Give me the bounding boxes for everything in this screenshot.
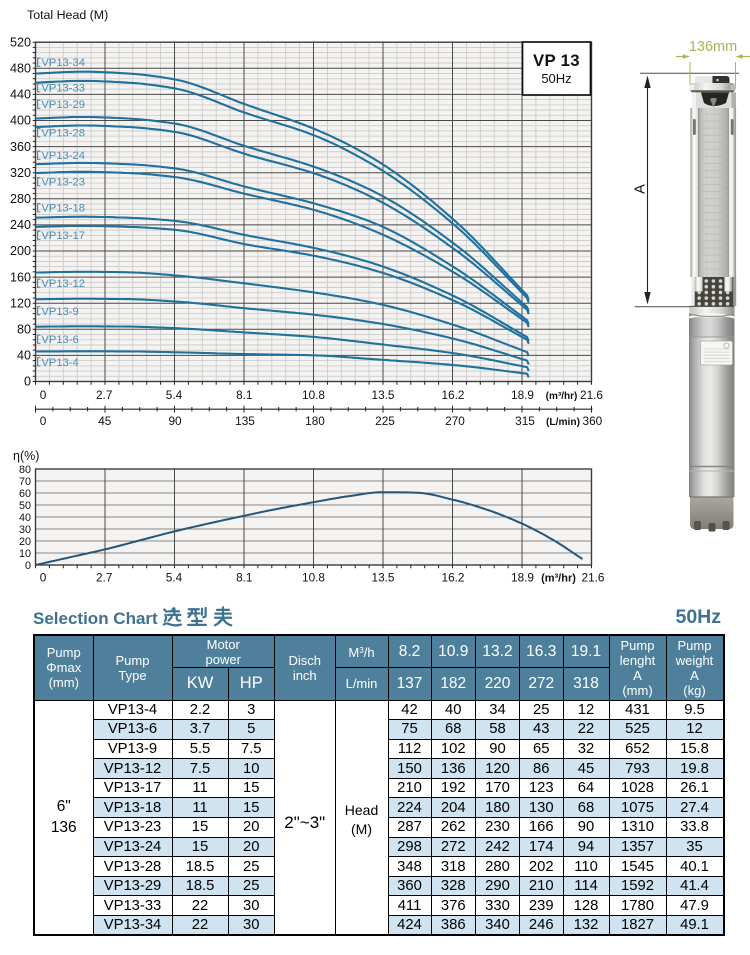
- svg-text:5.4: 5.4: [166, 388, 183, 402]
- svg-text:400: 400: [10, 114, 31, 128]
- svg-text:21.6: 21.6: [582, 571, 605, 585]
- svg-text:VP13-4: VP13-4: [41, 357, 78, 369]
- svg-text:50Hz: 50Hz: [541, 71, 571, 86]
- svg-text:16.2: 16.2: [442, 571, 465, 585]
- svg-text:440: 440: [10, 88, 31, 102]
- svg-text:16.2: 16.2: [442, 388, 465, 402]
- svg-text:360: 360: [10, 140, 31, 154]
- svg-text:480: 480: [10, 62, 31, 76]
- svg-text:180: 180: [305, 414, 325, 428]
- svg-text:2.7: 2.7: [96, 571, 112, 585]
- svg-text:80: 80: [19, 464, 31, 476]
- svg-text:VP13-29: VP13-29: [41, 99, 85, 111]
- svg-text:η(%): η(%): [13, 449, 39, 463]
- svg-text:270: 270: [445, 414, 465, 428]
- svg-text:0: 0: [24, 375, 31, 389]
- svg-text:VP13-34: VP13-34: [41, 57, 85, 69]
- svg-text:5.4: 5.4: [166, 571, 183, 585]
- svg-text:(m³/hr): (m³/hr): [546, 391, 578, 402]
- svg-text:135: 135: [235, 414, 255, 428]
- svg-text:0: 0: [40, 388, 47, 402]
- svg-text:240: 240: [10, 218, 31, 232]
- svg-text:70: 70: [19, 476, 31, 488]
- svg-text:VP13-9: VP13-9: [41, 306, 78, 318]
- svg-text:45: 45: [98, 414, 112, 428]
- svg-text:VP13-17: VP13-17: [41, 230, 85, 242]
- svg-text:0: 0: [40, 571, 47, 585]
- svg-text:10: 10: [19, 548, 31, 560]
- svg-text:360: 360: [583, 414, 603, 428]
- svg-text:21.6: 21.6: [580, 388, 603, 402]
- svg-text:13.5: 13.5: [372, 388, 395, 402]
- svg-text:A: A: [633, 184, 649, 194]
- svg-text:VP13-6: VP13-6: [41, 334, 78, 346]
- svg-text:VP13-18: VP13-18: [41, 203, 85, 215]
- svg-text:315: 315: [515, 414, 535, 428]
- svg-text:2.7: 2.7: [96, 388, 112, 402]
- svg-text:320: 320: [10, 166, 31, 180]
- svg-text:200: 200: [10, 244, 31, 258]
- svg-text:10.8: 10.8: [302, 388, 325, 402]
- svg-text:225: 225: [375, 414, 395, 428]
- svg-text:(L/min): (L/min): [546, 417, 580, 428]
- svg-text:(m³/hr): (m³/hr): [541, 573, 576, 585]
- svg-text:0: 0: [40, 414, 47, 428]
- svg-text:40: 40: [19, 512, 31, 524]
- svg-text:10.8: 10.8: [302, 571, 325, 585]
- svg-text:30: 30: [19, 524, 31, 536]
- svg-text:Total Head (M): Total Head (M): [27, 8, 108, 22]
- svg-text:18.9: 18.9: [511, 571, 534, 585]
- svg-text:520: 520: [10, 35, 31, 49]
- svg-text:20: 20: [19, 536, 31, 548]
- svg-text:0: 0: [25, 560, 31, 572]
- svg-text:18.9: 18.9: [511, 388, 534, 402]
- svg-text:VP13-33: VP13-33: [41, 83, 85, 95]
- svg-text:280: 280: [10, 192, 31, 206]
- svg-text:8.1: 8.1: [236, 571, 252, 585]
- svg-text:80: 80: [17, 323, 31, 337]
- svg-text:160: 160: [10, 270, 31, 284]
- svg-text:8.1: 8.1: [236, 388, 252, 402]
- svg-text:40: 40: [17, 349, 31, 363]
- svg-text:90: 90: [168, 414, 182, 428]
- svg-text:13.5: 13.5: [372, 571, 395, 585]
- svg-text:VP13-23: VP13-23: [41, 177, 85, 189]
- svg-text:136mm: 136mm: [689, 39, 737, 55]
- svg-text:50: 50: [19, 500, 31, 512]
- svg-text:60: 60: [19, 488, 31, 500]
- svg-text:VP13-12: VP13-12: [41, 278, 85, 290]
- svg-text:VP13-24: VP13-24: [41, 150, 85, 162]
- svg-text:VP 13: VP 13: [533, 51, 580, 70]
- svg-text:VP13-28: VP13-28: [41, 128, 85, 140]
- svg-text:120: 120: [10, 296, 31, 310]
